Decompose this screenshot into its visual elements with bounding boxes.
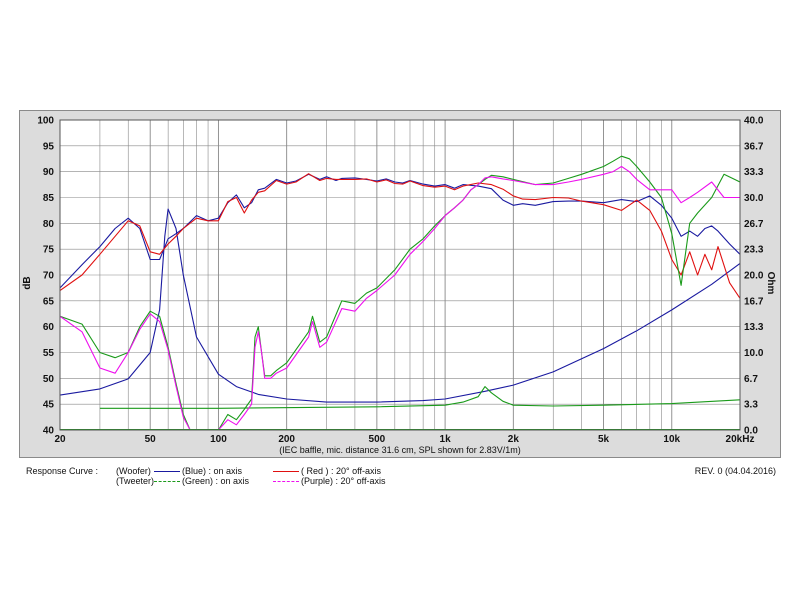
y-tick-label: 60	[43, 322, 55, 333]
x-tick-label: 50	[145, 434, 157, 445]
y-tick-label: 100	[37, 116, 54, 127]
x-tick-label: 20	[54, 434, 66, 445]
x-tick-label: 20kHz	[726, 434, 755, 445]
series-line-5	[60, 165, 740, 430]
legend-blue-label: (Blue) : on axis	[182, 466, 243, 476]
legend-green-entry: (Green) : on axis	[152, 476, 249, 486]
y-tick-label: 70	[43, 271, 55, 282]
series-line-1	[99, 386, 740, 409]
y-tick-label: 65	[43, 296, 55, 307]
y-tick-label: 90	[43, 167, 55, 178]
y2-tick-label: 13.3	[744, 322, 764, 333]
legend: Response Curve : (Woofer) (Tweeter) (Blu…	[0, 462, 800, 502]
y2-tick-label: 30.0	[744, 193, 764, 204]
y-tick-label: 85	[43, 193, 55, 204]
y2-tick-label: 10.0	[744, 348, 764, 359]
y2-tick-label: 16.7	[744, 296, 764, 307]
y-tick-label: 50	[43, 374, 55, 385]
y-axis-ticks: 100 95 90 85 80 75 70 65 60 55 50 45 40	[37, 116, 54, 437]
y2-tick-label: 40.0	[744, 116, 764, 127]
grid	[60, 120, 740, 430]
series-line-2	[60, 173, 740, 289]
x-tick-label: 10k	[663, 434, 680, 445]
legend-title: Response Curve :	[26, 466, 99, 476]
x-tick-label: 100	[210, 434, 227, 445]
y-tick-label: 55	[43, 348, 55, 359]
x-tick-label: 5k	[598, 434, 610, 445]
frequency-response-chart: 100 95 90 85 80 75 70 65 60 55 50 45 40 40.0 36.7 33.3…	[22, 116, 776, 456]
x-tick-label: 200	[278, 434, 295, 445]
legend-tweeter-label: (Tweeter)	[116, 476, 155, 486]
y-tick-label: 45	[43, 400, 55, 411]
series-line-0	[60, 208, 740, 403]
plot-border	[59, 119, 741, 431]
series-line-4	[60, 155, 740, 430]
chart-caption: (IEC baffle, mic. distance 31.6 cm, SPL …	[279, 445, 521, 455]
y-axis-label: dB	[22, 276, 33, 289]
y2-axis-ticks: 40.0 36.7 33.3 30.0 26.7 23.3 20.0 16.7 13.3 10.0…	[744, 116, 764, 437]
legend-green-swatch	[154, 481, 180, 483]
legend-blue-swatch	[154, 471, 180, 473]
legend-woofer-label: (Woofer)	[116, 466, 151, 476]
legend-purple-label: (Purple) : 20° off-axis	[301, 476, 386, 486]
y-tick-label: 75	[43, 245, 55, 256]
revision-label: REV. 0 (04.04.2016)	[694, 466, 776, 476]
legend-purple-swatch	[273, 481, 299, 483]
y2-tick-label: 3.3	[744, 400, 758, 411]
legend-green-label: (Green) : on axis	[182, 476, 250, 486]
y2-tick-label: 6.7	[744, 374, 758, 385]
chart-frame: 100 95 90 85 80 75 70 65 60 55 50 45 40 40.0 36.7 33.3…	[19, 110, 781, 458]
x-tick-label: 500	[369, 434, 386, 445]
x-axis-ticks: 20 50 100 200 500 1k 2k 5k 10k 20kHz	[54, 434, 754, 445]
y-tick-label: 95	[43, 141, 55, 152]
y2-tick-label: 36.7	[744, 141, 764, 152]
legend-red-label: ( Red ) : 20° off-axis	[301, 466, 381, 476]
y-tick-label: 80	[43, 219, 55, 230]
legend-purple-entry: (Purple) : 20° off-axis	[271, 476, 385, 486]
y2-tick-label: 33.3	[744, 167, 764, 178]
y2-tick-label: 23.3	[744, 245, 764, 256]
y-tick-label: 40	[43, 426, 55, 437]
legend-blue-entry: (Blue) : on axis	[152, 466, 242, 476]
legend-red-swatch	[273, 471, 299, 473]
series-line-3	[60, 173, 740, 299]
y2-tick-label: 0.0	[744, 426, 758, 437]
y2-tick-label: 26.7	[744, 219, 764, 230]
legend-red-entry: ( Red ) : 20° off-axis	[271, 466, 381, 476]
y2-axis-label: Ohm	[765, 272, 776, 295]
x-tick-label: 2k	[508, 434, 520, 445]
y2-tick-label: 20.0	[744, 271, 764, 282]
x-tick-label: 1k	[440, 434, 452, 445]
